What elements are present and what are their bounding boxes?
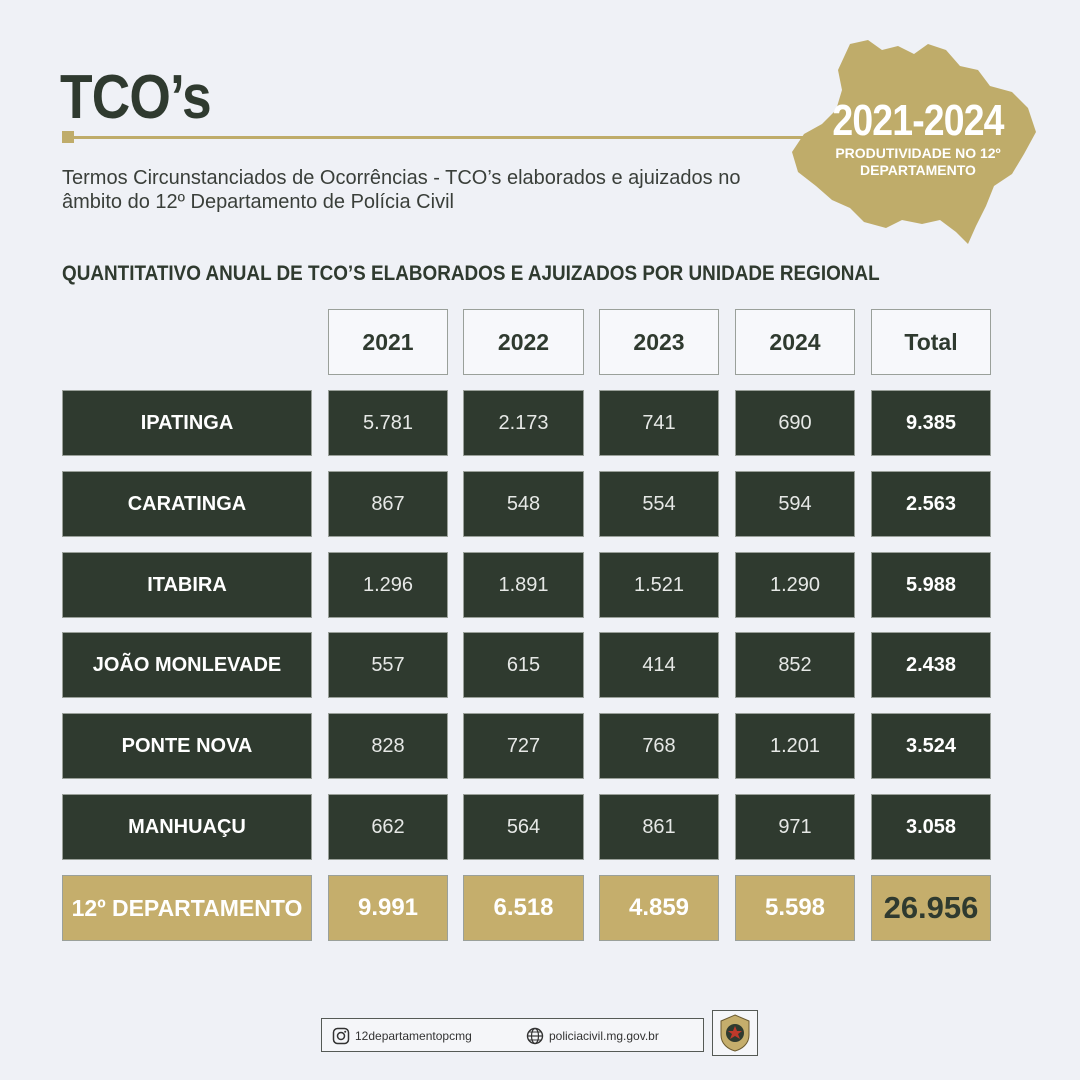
- column-header-total: Total: [871, 309, 991, 375]
- table-cell: 861: [599, 794, 719, 860]
- footer-cell: 9.991: [328, 875, 448, 941]
- table-cell: 594: [735, 471, 855, 537]
- badge-years: 2021-2024: [832, 96, 1004, 145]
- table-cell: 971: [735, 794, 855, 860]
- website-link[interactable]: policiacivil.mg.gov.br: [526, 1019, 659, 1053]
- table-cell: 690: [735, 390, 855, 456]
- column-header-2024: 2024: [735, 309, 855, 375]
- minas-gerais-map-icon: [792, 40, 1036, 244]
- title-underline-cap: [62, 131, 74, 143]
- table-cell: 554: [599, 471, 719, 537]
- table-cell: 615: [463, 632, 584, 698]
- table-cell: 2.173: [463, 390, 584, 456]
- title-underline: [63, 136, 823, 139]
- badge-caption: PRODUTIVIDADE NO 12º DEPARTAMENTO: [835, 145, 1001, 178]
- table-cell: 662: [328, 794, 448, 860]
- row-label-joao-monlevade: JOÃO MONLEVADE: [62, 632, 312, 698]
- table-cell: 5.781: [328, 390, 448, 456]
- row-total: 2.563: [871, 471, 991, 537]
- table-cell: 727: [463, 713, 584, 779]
- row-label-ipatinga: IPATINGA: [62, 390, 312, 456]
- row-label-manhuacu: MANHUAÇU: [62, 794, 312, 860]
- table-cell: 1.521: [599, 552, 719, 618]
- grand-total: 26.956: [871, 875, 991, 941]
- row-label-caratinga: CARATINGA: [62, 471, 312, 537]
- table-cell: 867: [328, 471, 448, 537]
- column-header-2021: 2021: [328, 309, 448, 375]
- column-header-2023: 2023: [599, 309, 719, 375]
- table-cell: 557: [328, 632, 448, 698]
- globe-icon: [526, 1027, 544, 1045]
- police-badge-icon: [712, 1010, 758, 1056]
- table-cell: 1.891: [463, 552, 584, 618]
- table-cell: 414: [599, 632, 719, 698]
- footer-row-label: 12º DEPARTAMENTO: [62, 875, 312, 941]
- table-cell: 1.201: [735, 713, 855, 779]
- page-title: TCO’s: [60, 63, 212, 132]
- instagram-link[interactable]: 12departamentopcmg: [332, 1019, 472, 1053]
- page-subtitle: Termos Circunstanciados de Ocorrências -…: [62, 167, 741, 213]
- instagram-handle: 12departamentopcmg: [355, 1029, 472, 1043]
- table-cell: 741: [599, 390, 719, 456]
- row-total: 3.058: [871, 794, 991, 860]
- column-header-2022: 2022: [463, 309, 584, 375]
- section-heading: QUANTITATIVO ANUAL DE TCO’S ELABORADOS E…: [62, 262, 880, 285]
- footer-contact-bar: 12departamentopcmg policiacivil.mg.gov.b…: [321, 1018, 704, 1052]
- table-cell: 564: [463, 794, 584, 860]
- website-url: policiacivil.mg.gov.br: [549, 1029, 659, 1043]
- footer-cell: 4.859: [599, 875, 719, 941]
- table-cell: 1.296: [328, 552, 448, 618]
- footer-cell: 6.518: [463, 875, 584, 941]
- row-total: 2.438: [871, 632, 991, 698]
- table-cell: 828: [328, 713, 448, 779]
- table-cell: 768: [599, 713, 719, 779]
- table-cell: 852: [735, 632, 855, 698]
- row-label-itabira: ITABIRA: [62, 552, 312, 618]
- row-label-ponte-nova: PONTE NOVA: [62, 713, 312, 779]
- row-total: 9.385: [871, 390, 991, 456]
- footer-cell: 5.598: [735, 875, 855, 941]
- table-cell: 548: [463, 471, 584, 537]
- row-total: 3.524: [871, 713, 991, 779]
- instagram-icon: [332, 1027, 350, 1045]
- row-total: 5.988: [871, 552, 991, 618]
- table-cell: 1.290: [735, 552, 855, 618]
